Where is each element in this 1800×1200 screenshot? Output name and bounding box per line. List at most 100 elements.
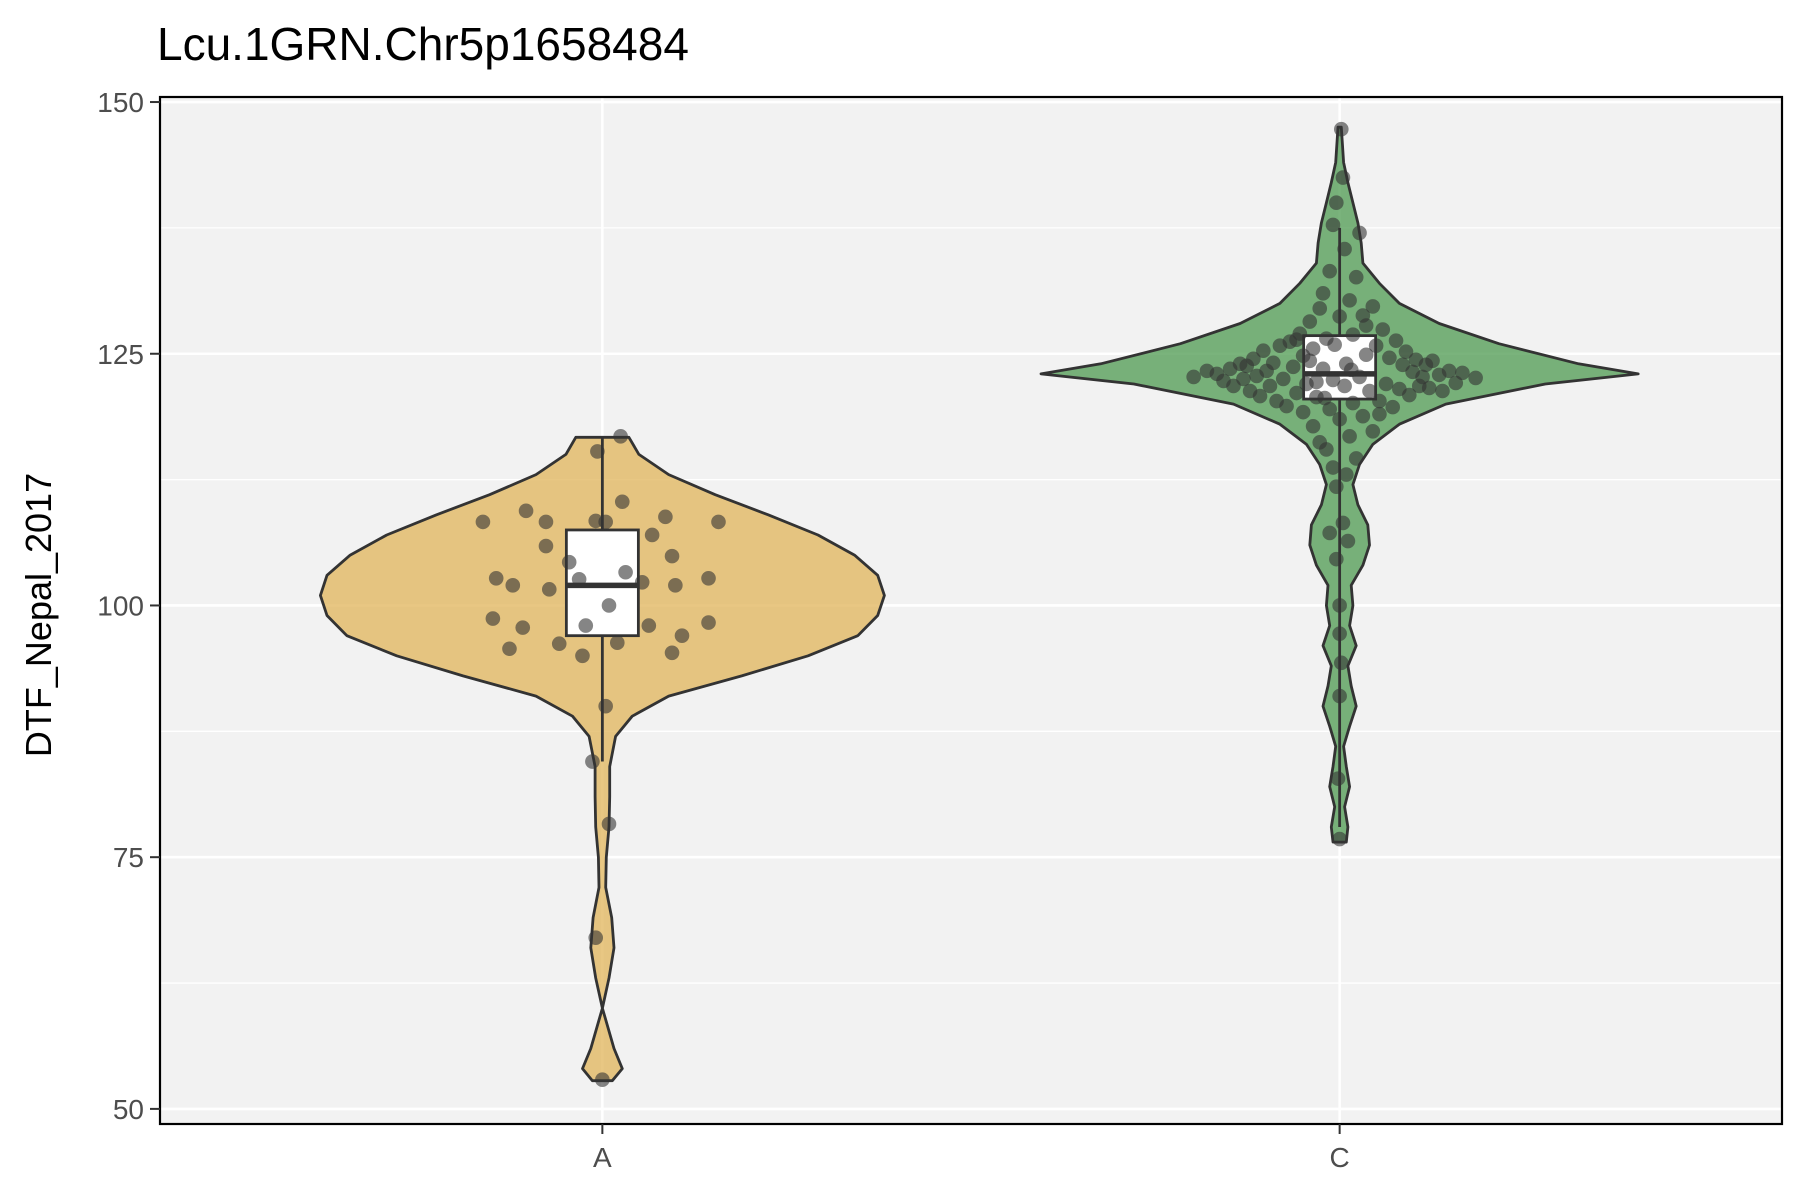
data-point-A <box>505 578 521 593</box>
plot-panel-border <box>158 95 1784 1126</box>
jitter-points <box>475 121 1483 1087</box>
data-point-C <box>1332 598 1347 613</box>
data-point-C <box>1372 393 1387 409</box>
data-point-C <box>1342 293 1357 308</box>
data-point-C <box>1468 370 1483 386</box>
data-point-C <box>1322 263 1337 279</box>
data-point-C <box>1425 353 1440 369</box>
data-point-C <box>1332 309 1347 324</box>
data-point-C <box>1315 286 1331 301</box>
data-point-C <box>1329 551 1344 567</box>
data-point-A <box>618 564 633 580</box>
data-point-C <box>1295 404 1311 420</box>
data-point-C <box>1279 398 1294 414</box>
chart-title: Lcu.1GRN.Chr5p1658484 <box>157 18 689 70</box>
data-point-C <box>1421 380 1437 396</box>
data-point-A <box>674 628 690 643</box>
data-point-C <box>1385 399 1401 415</box>
data-point-C <box>1415 369 1430 385</box>
data-point-A <box>571 571 587 587</box>
data-point-C <box>1335 515 1351 531</box>
data-point-C <box>1332 831 1347 847</box>
data-point-C <box>1302 314 1318 329</box>
data-point-A <box>614 494 630 510</box>
data-point-C <box>1338 467 1354 482</box>
data-point-C <box>1309 374 1324 390</box>
data-point-A <box>538 514 554 530</box>
data-point-C <box>1322 401 1337 417</box>
data-point-A <box>601 816 617 832</box>
data-point-C <box>1329 195 1344 211</box>
data-point-C <box>1289 332 1304 347</box>
data-point-C <box>1348 269 1364 285</box>
data-point-A <box>664 645 680 661</box>
data-point-C <box>1345 395 1361 411</box>
data-point-A <box>588 930 604 946</box>
data-point-C <box>1342 429 1357 444</box>
data-point-A <box>701 570 716 586</box>
data-point-A <box>701 615 716 630</box>
data-point-C <box>1382 350 1397 366</box>
data-point-C <box>1332 411 1347 427</box>
data-point-C <box>1332 688 1347 704</box>
data-point-C <box>1325 217 1341 233</box>
data-point-C <box>1246 351 1261 367</box>
data-point-A <box>609 635 625 651</box>
data-point-C <box>1365 299 1381 314</box>
data-point-C <box>1236 371 1251 387</box>
data-point-C <box>1327 337 1342 352</box>
data-point-C <box>1186 369 1201 385</box>
data-point-A <box>538 538 554 554</box>
data-point-A <box>485 611 501 626</box>
data-point-A <box>561 554 577 570</box>
data-point-C <box>1343 362 1359 378</box>
data-point-C <box>1348 451 1364 466</box>
data-point-C <box>1285 359 1301 375</box>
data-point-C <box>1368 338 1384 353</box>
data-point-C <box>1372 406 1387 422</box>
y-tick-label: 150 <box>97 87 144 118</box>
data-point-A <box>585 754 600 769</box>
x-tick-label-C: C <box>1330 1142 1350 1173</box>
data-point-A <box>668 578 683 593</box>
data-point-C <box>1375 322 1391 337</box>
data-point-A <box>641 618 657 633</box>
data-point-A <box>488 570 504 586</box>
data-point-A <box>664 548 680 564</box>
data-point-C <box>1332 626 1347 641</box>
data-point-C <box>1329 479 1344 494</box>
data-point-C <box>1358 347 1374 363</box>
data-point-C <box>1441 363 1457 379</box>
data-point-C <box>1262 378 1278 394</box>
data-point-C <box>1352 225 1367 241</box>
data-point-C <box>1312 301 1328 316</box>
data-point-C <box>1305 418 1321 434</box>
data-point-A <box>515 620 531 635</box>
data-point-A <box>502 641 517 657</box>
data-point-C <box>1378 376 1394 392</box>
data-point-C <box>1319 442 1334 457</box>
y-tick-label: 100 <box>97 590 144 621</box>
data-point-C <box>1289 385 1304 401</box>
data-point-C <box>1355 308 1371 323</box>
data-point-C <box>1325 372 1341 388</box>
data-point-A <box>598 514 613 530</box>
y-tick-label: 75 <box>113 842 144 873</box>
data-point-C <box>1315 361 1331 377</box>
data-point-C <box>1388 333 1404 348</box>
data-point-C <box>1252 388 1268 404</box>
data-point-A <box>541 582 557 597</box>
data-point-A <box>578 618 594 633</box>
data-point-A <box>644 527 660 543</box>
data-point-C <box>1402 387 1417 403</box>
y-axis-title: DTF_Nepal_2017 <box>18 473 59 757</box>
data-point-A <box>595 1072 610 1087</box>
data-point-C <box>1337 378 1352 394</box>
data-point-C <box>1435 383 1450 399</box>
data-point-A <box>658 509 673 525</box>
data-point-A <box>634 575 650 590</box>
data-point-A <box>590 444 605 459</box>
data-point-C <box>1345 327 1361 342</box>
data-point-C <box>1335 170 1351 185</box>
